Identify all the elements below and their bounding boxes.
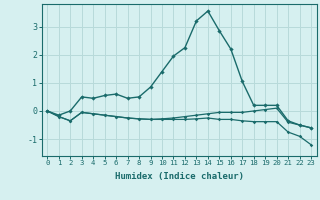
X-axis label: Humidex (Indice chaleur): Humidex (Indice chaleur) [115,172,244,181]
